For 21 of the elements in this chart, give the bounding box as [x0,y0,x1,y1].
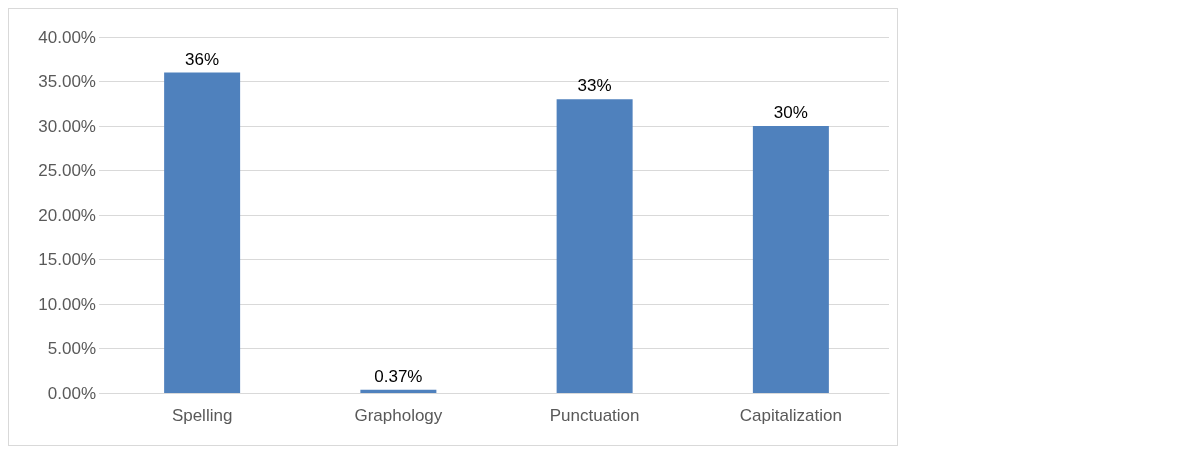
y-tick-label: 35.00% [38,72,96,91]
bar [752,126,829,393]
bar [164,72,241,393]
bar [360,389,437,393]
x-tick-label: Capitalization [739,406,842,425]
y-tick-label: 40.00% [38,27,96,47]
x-tick-label: Graphology [354,406,443,425]
data-label: 33% [577,76,612,96]
data-label: 0.37% [374,366,423,386]
y-tick-label: 15.00% [38,250,96,269]
y-tick-label: 10.00% [38,294,96,314]
data-label: 36% [185,49,220,69]
y-tick-label: 20.00% [38,205,96,225]
data-label: 30% [773,103,808,122]
x-tick-label: Spelling [171,406,233,425]
y-tick-label: 0.00% [47,383,96,403]
x-tick-label: Punctuation [549,406,640,425]
y-tick-label: 25.00% [38,161,96,180]
y-tick-label: 30.00% [38,116,96,136]
y-tick-label: 5.00% [47,339,96,358]
bar [556,99,633,393]
